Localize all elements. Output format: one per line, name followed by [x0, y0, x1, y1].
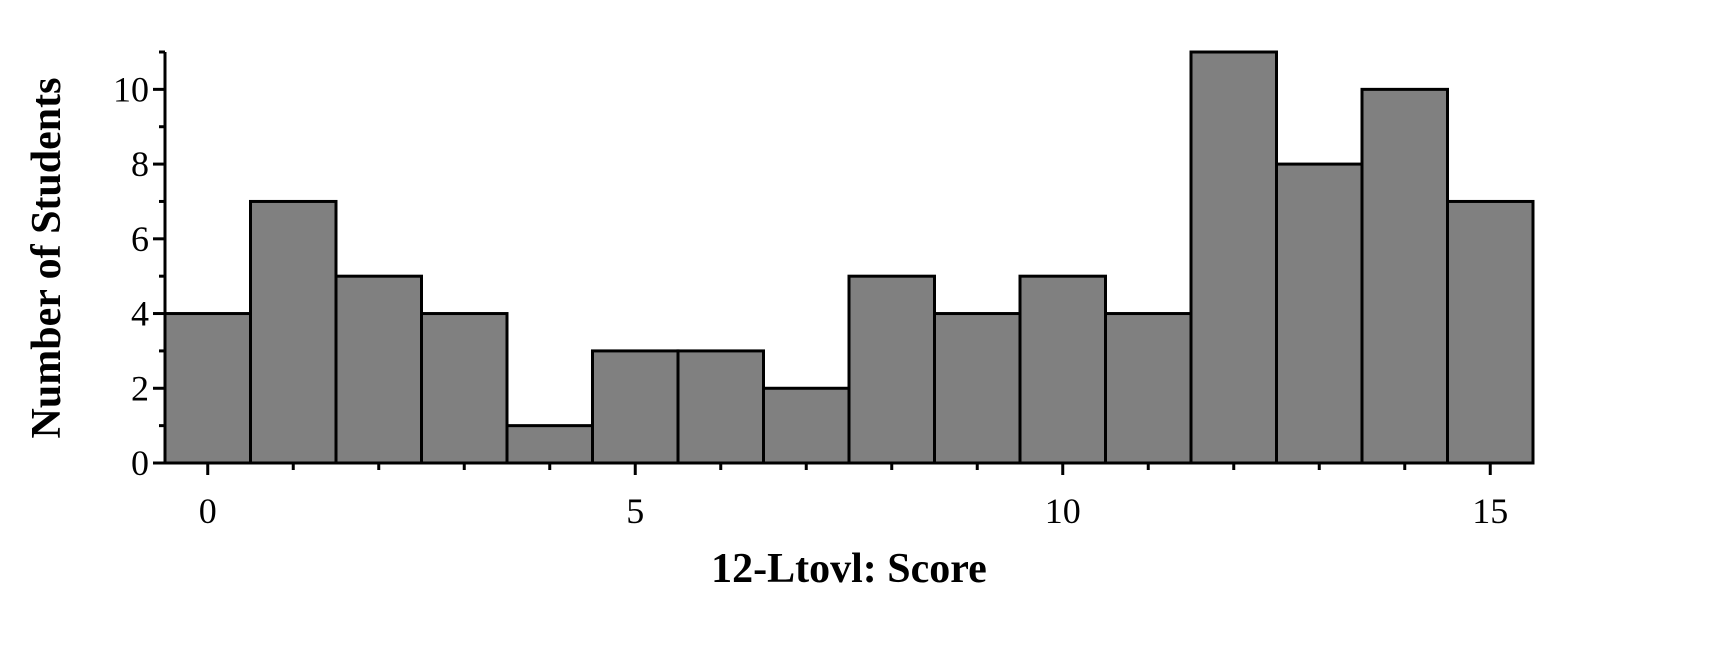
y-tick-label-10: 10: [113, 69, 149, 109]
bar-11: [1104, 312, 1193, 465]
x-tick-label-10: 10: [1045, 491, 1081, 531]
bar-7: [762, 386, 851, 465]
bar-2: [334, 274, 423, 465]
x-tick-label-0: 0: [199, 491, 217, 531]
bar-4: [505, 424, 594, 465]
x-tick-label-5: 5: [626, 491, 644, 531]
bar-10: [1018, 274, 1107, 465]
y-tick-label-6: 6: [131, 219, 149, 259]
bar-8: [847, 274, 936, 465]
x-tick-label-15: 15: [1472, 491, 1508, 531]
y-axis-title: Number of Students: [24, 78, 70, 439]
y-tick-label-2: 2: [131, 368, 149, 408]
bars-group: [163, 50, 1535, 465]
bar-12: [1189, 50, 1278, 465]
bar-5: [591, 349, 680, 465]
bar-14: [1360, 87, 1449, 465]
bar-15: [1446, 199, 1535, 465]
bar-3: [420, 312, 509, 465]
x-axis-title: 12-Ltovl: Score: [711, 546, 987, 592]
y-tick-label-0: 0: [131, 443, 149, 483]
bar-13: [1275, 162, 1364, 465]
bar-9: [933, 312, 1022, 465]
bar-6: [676, 349, 765, 465]
bar-1: [249, 199, 338, 465]
y-tick-label-8: 8: [131, 144, 149, 184]
y-tick-label-4: 4: [131, 294, 149, 334]
bar-0: [163, 312, 252, 465]
axes-group: 0 2 4 6 8 10 0 5 10 15: [113, 50, 1533, 531]
